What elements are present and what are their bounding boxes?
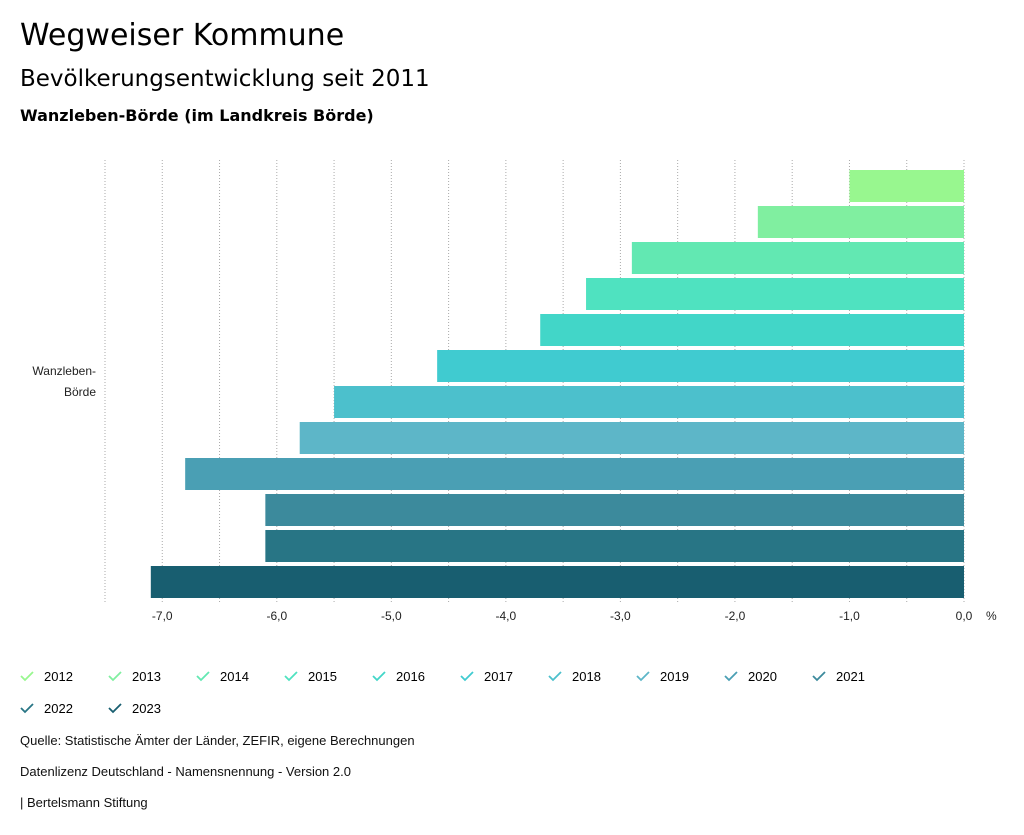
check-icon <box>108 703 122 714</box>
check-icon <box>108 671 122 682</box>
check-icon <box>548 671 562 682</box>
chart-subtitle: Bevölkerungsentwicklung seit 2011 <box>20 66 430 92</box>
check-icon <box>284 671 298 682</box>
check-icon <box>636 671 650 682</box>
bar-2019 <box>299 422 964 454</box>
check-icon <box>372 671 386 682</box>
bar-2013 <box>757 206 964 238</box>
legend-item-2021[interactable]: 2021 <box>812 660 900 692</box>
legend-item-2019[interactable]: 2019 <box>636 660 724 692</box>
region-title: Wanzleben-Börde (im Landkreis Börde) <box>20 106 374 125</box>
x-tick-label: -2,0 <box>725 609 746 623</box>
bar-2014 <box>631 242 964 274</box>
bar-2023 <box>150 566 964 598</box>
legend-item-2022[interactable]: 2022 <box>20 692 108 724</box>
bar-2018 <box>334 386 965 418</box>
legend-item-2014[interactable]: 2014 <box>196 660 284 692</box>
legend-label: 2018 <box>572 668 601 684</box>
legend-item-2012[interactable]: 2012 <box>20 660 108 692</box>
legend-label: 2020 <box>748 668 777 684</box>
legend-label: 2016 <box>396 668 425 684</box>
x-axis-unit: % <box>986 609 997 623</box>
y-category-label: Wanzleben- <box>32 364 96 378</box>
check-icon <box>20 671 34 682</box>
legend-label: 2014 <box>220 668 249 684</box>
legend-item-2013[interactable]: 2013 <box>108 660 196 692</box>
license-note: Datenlizenz Deutschland - Namensnennung … <box>20 764 351 779</box>
bar-2022 <box>265 530 964 562</box>
legend-item-2020[interactable]: 2020 <box>724 660 812 692</box>
legend-label: 2023 <box>132 700 161 716</box>
legend-label: 2019 <box>660 668 689 684</box>
legend-label: 2012 <box>44 668 73 684</box>
page-title: Wegweiser Kommune <box>20 18 345 53</box>
source-note: Quelle: Statistische Ämter der Länder, Z… <box>20 733 415 748</box>
legend-label: 2021 <box>836 668 865 684</box>
x-tick-label: -4,0 <box>496 609 517 623</box>
bar-2015 <box>586 278 964 310</box>
legend-label: 2015 <box>308 668 337 684</box>
bar-2021 <box>265 494 964 526</box>
check-icon <box>812 671 826 682</box>
check-icon <box>724 671 738 682</box>
legend-item-2018[interactable]: 2018 <box>548 660 636 692</box>
bar-2012 <box>849 170 964 202</box>
y-category-label: Börde <box>64 385 96 399</box>
check-icon <box>196 671 210 682</box>
legend-item-2015[interactable]: 2015 <box>284 660 372 692</box>
legend: 2012 2013 2014 2015 2016 2017 2018 2019 2020 2021… <box>20 660 920 724</box>
x-tick-label: -5,0 <box>381 609 402 623</box>
legend-item-2023[interactable]: 2023 <box>108 692 196 724</box>
x-tick-label: -1,0 <box>839 609 860 623</box>
x-tick-label: -7,0 <box>152 609 173 623</box>
check-icon <box>460 671 474 682</box>
x-tick-label: -3,0 <box>610 609 631 623</box>
legend-label: 2013 <box>132 668 161 684</box>
x-tick-label: 0,0 <box>956 609 973 623</box>
legend-label: 2022 <box>44 700 73 716</box>
x-tick-label: -6,0 <box>266 609 287 623</box>
bar-chart: -7,0 -6,0 -5,0 -4,0 -3,0 -2,0 -1,0 0,0 % Wanzlebe… <box>32 160 997 623</box>
check-icon <box>20 703 34 714</box>
legend-item-2017[interactable]: 2017 <box>460 660 548 692</box>
bar-2017 <box>437 350 964 382</box>
legend-item-2016[interactable]: 2016 <box>372 660 460 692</box>
bar-2016 <box>540 314 964 346</box>
legend-label: 2017 <box>484 668 513 684</box>
brand-note: | Bertelsmann Stiftung <box>20 795 148 810</box>
bar-2020 <box>185 458 964 490</box>
